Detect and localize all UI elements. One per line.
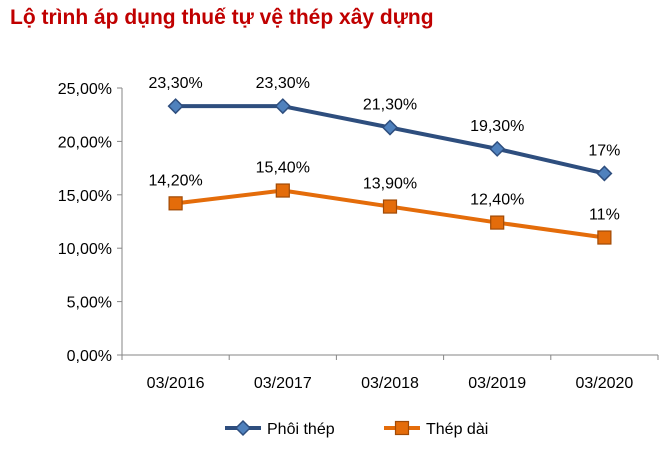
legend-marker: [234, 419, 252, 437]
data-label: 14,20%: [148, 172, 202, 189]
x-tick-label: 03/2020: [575, 375, 633, 392]
legend-label: Thép dài: [426, 421, 488, 438]
data-point: [167, 98, 184, 115]
series-1: 23,30% 23,30% 21,30% 19,30% 17%: [148, 75, 620, 182]
data-point: [275, 183, 290, 198]
series-2: 14,20% 15,40% 13,90% 12,40% 11%: [148, 160, 620, 245]
x-tick-label: 03/2017: [254, 375, 312, 392]
y-tick-label: 20,00%: [58, 134, 112, 151]
data-label: 12,40%: [470, 192, 524, 209]
axes: 0,00% 5,00% 10,00% 15,00% 20,00% 25,00% 03/201…: [58, 81, 659, 392]
legend-marker: [394, 420, 410, 436]
data-label: 23,30%: [256, 75, 310, 92]
series-line: [175, 104, 605, 176]
y-tick-label: 15,00%: [58, 188, 112, 205]
data-label: 21,30%: [363, 97, 417, 114]
data-label: 11%: [589, 207, 620, 224]
data-point: [381, 119, 399, 136]
data-point: [382, 199, 398, 214]
series-line: [175, 188, 605, 240]
legend-label: Phôi thép: [267, 421, 335, 438]
data-label: 17%: [588, 142, 620, 159]
y-tick-label: 25,00%: [58, 81, 112, 98]
data-point: [489, 140, 506, 157]
series-layer: 23,30% 23,30%21,30%19,30%17%14,20%15,40%1…: [148, 75, 620, 245]
legend-item: Phôi thép: [225, 419, 335, 438]
y-tick-label: 5,00%: [67, 295, 112, 312]
data-point: [596, 165, 613, 182]
data-label: 23,30%: [148, 75, 202, 92]
data-point: [274, 98, 291, 115]
x-tick-label: 03/2016: [147, 375, 205, 392]
data-point: [597, 230, 612, 245]
y-tick-label: 10,00%: [58, 241, 112, 258]
y-tick-label: 0,00%: [67, 348, 112, 365]
x-tick-label: 03/2019: [468, 375, 526, 392]
data-point: [168, 196, 183, 211]
legend: Phôi thép Thép dài: [225, 419, 488, 438]
data-label: 13,90%: [363, 176, 417, 193]
chart-title: Lộ trình áp dụng thuế tự vệ thép xây dựn…: [10, 6, 434, 29]
legend-item: Thép dài: [384, 420, 488, 438]
data-point: [490, 215, 505, 230]
x-tick-label: 03/2018: [361, 375, 419, 392]
data-label: 15,40%: [256, 160, 310, 177]
data-label: 19,30%: [470, 118, 524, 135]
